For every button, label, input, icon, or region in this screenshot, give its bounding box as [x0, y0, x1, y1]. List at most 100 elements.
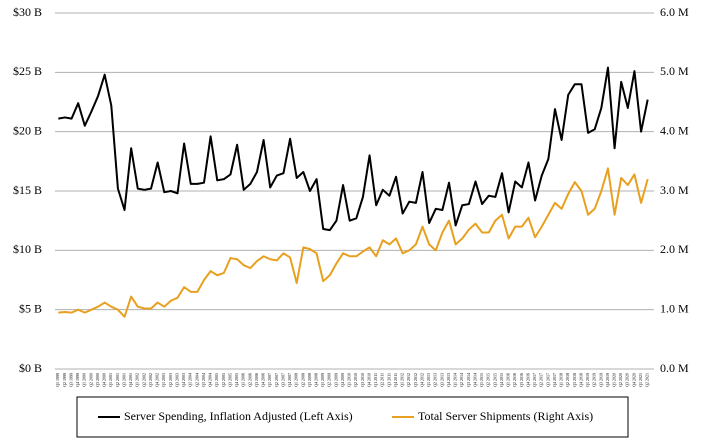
x-tick-label: Q1 2020 [611, 373, 616, 387]
x-tick-label: Q1 2018 [559, 373, 564, 387]
x-tick-label: Q2 2016 [512, 373, 517, 387]
x-tick-label: Q1 2015 [479, 373, 484, 387]
x-tick-label: Q3 2010 [360, 373, 365, 387]
x-tick-label: Q2 2005 [221, 373, 226, 387]
x-tick-label: Q3 2019 [598, 373, 603, 387]
x-tick-label: Q2 2000 [88, 373, 93, 387]
x-tick-label: Q2 2017 [539, 373, 544, 387]
x-tick-label: Q2 1999 [62, 373, 67, 387]
legend-label: Server Spending, Inflation Adjusted (Lef… [124, 409, 353, 423]
x-tick-label: Q2 2004 [194, 373, 199, 387]
x-tick-label: Q4 2010 [366, 373, 371, 387]
x-tick-label: Q2 2013 [433, 373, 438, 387]
x-tick-label: Q3 2018 [572, 373, 577, 387]
x-tick-label: Q2 2007 [274, 373, 279, 387]
x-tick-label: Q1 2006 [241, 373, 246, 387]
series-line [58, 66, 649, 232]
y-tick-label: $5 B [19, 301, 42, 315]
x-tick-label: Q4 2012 [419, 373, 424, 387]
x-tick-label: Q3 2017 [545, 373, 550, 387]
x-tick-label: Q2 2008 [300, 373, 305, 387]
x-tick-label: Q2 2019 [592, 373, 597, 387]
y-tick-label: $10 B [13, 242, 42, 256]
x-tick-label: Q3 2020 [625, 373, 630, 387]
legend-box [76, 396, 629, 438]
x-tick-label: Q1 2016 [506, 373, 511, 387]
y-tick-label: $0 B [19, 361, 42, 375]
x-tick-label: Q2 2021 [645, 373, 650, 387]
x-tick-label: Q3 2005 [227, 373, 232, 387]
x-tick-label: Q1 2002 [135, 373, 140, 387]
series-line [58, 167, 649, 318]
x-tick-label: Q3 2011 [386, 373, 391, 387]
x-tick-label: Q3 2004 [201, 373, 206, 387]
x-tick-label: Q4 2014 [472, 373, 477, 387]
x-tick-label: Q4 2015 [499, 373, 504, 387]
x-tick-label: Q3 2016 [519, 373, 524, 387]
x-tick-label: Q2 2014 [459, 373, 464, 387]
x-tick-label: Q3 2009 [333, 373, 338, 387]
x-tick-label: Q4 1999 [75, 373, 80, 387]
x-tick-label: Q3 2006 [254, 373, 259, 387]
x-tick-label: Q2 2001 [115, 373, 120, 387]
x-tick-label: Q2 2018 [565, 373, 570, 387]
x-tick-label: Q1 2003 [161, 373, 166, 387]
x-tick-label: Q3 2001 [121, 373, 126, 387]
x-tick-label: Q3 2015 [492, 373, 497, 387]
x-tick-label: Q3 2003 [174, 373, 179, 387]
x-tick-label: Q1 2017 [532, 373, 537, 387]
x-tick-label: Q4 2017 [552, 373, 557, 387]
x-tick-label: Q3 1999 [68, 373, 73, 387]
x-tick-label: Q4 2009 [340, 373, 345, 387]
x-tick-label: Q2 2012 [406, 373, 411, 387]
x-tick-label: Q2 2010 [353, 373, 358, 387]
x-tick-label: Q4 2019 [605, 373, 610, 387]
x-tick-label: Q3 2007 [280, 373, 285, 387]
x-tick-label: Q1 2004 [188, 373, 193, 387]
y-tick-label: $20 B [13, 123, 42, 137]
x-tick-label: Q3 2000 [95, 373, 100, 387]
x-tick-label: Q4 2004 [208, 373, 213, 387]
x-tick-label: Q4 2013 [446, 373, 451, 387]
x-tick-label: Q2 2015 [486, 373, 491, 387]
y2-tick-label: 5.0 M [660, 64, 689, 78]
x-tick-label: Q1 1999 [55, 373, 60, 387]
x-tick-label: Q1 2019 [585, 373, 590, 387]
x-tick-label: Q1 2021 [638, 373, 643, 387]
legend-label: Total Server Shipments (Right Axis) [418, 409, 593, 423]
x-tick-label: Q4 2002 [155, 373, 160, 387]
x-tick-label: Q3 2012 [413, 373, 418, 387]
x-tick-label: Q2 2003 [168, 373, 173, 387]
x-tick-label: Q4 2011 [393, 373, 398, 387]
y2-tick-label: 0.0 M [660, 361, 689, 375]
x-tick-label: Q2 2009 [327, 373, 332, 387]
y-tick-label: $30 B [13, 5, 42, 19]
y-tick-label: $25 B [13, 64, 42, 78]
y2-tick-label: 6.0 M [660, 5, 689, 19]
x-tick-label: Q3 2008 [307, 373, 312, 387]
x-tick-label: Q1 2007 [267, 373, 272, 387]
x-tick-label: Q3 2014 [466, 373, 471, 387]
y2-tick-label: 4.0 M [660, 123, 689, 137]
x-tick-label: Q4 2016 [525, 373, 530, 387]
x-tick-label: Q1 2001 [108, 373, 113, 387]
x-tick-label: Q1 2008 [294, 373, 299, 387]
x-tick-label: Q3 2013 [439, 373, 444, 387]
x-tick-label: Q4 2005 [234, 373, 239, 387]
x-tick-label: Q4 2008 [313, 373, 318, 387]
x-tick-label: Q2 2020 [618, 373, 623, 387]
x-tick-label: Q3 2002 [148, 373, 153, 387]
x-tick-label: Q1 2005 [214, 373, 219, 387]
x-tick-label: Q4 2018 [578, 373, 583, 387]
x-tick-label: Q1 2000 [82, 373, 87, 387]
x-tick-label: Q1 2010 [347, 373, 352, 387]
x-tick-label: Q4 2006 [261, 373, 266, 387]
x-tick-label: Q1 2009 [320, 373, 325, 387]
y2-tick-label: 3.0 M [660, 183, 689, 197]
x-tick-label: Q1 2011 [373, 373, 378, 387]
x-tick-label: Q4 2020 [631, 373, 636, 387]
x-tick-label: Q1 2013 [426, 373, 431, 387]
y-tick-label: $15 B [13, 183, 42, 197]
x-tick-label: Q2 2011 [380, 373, 385, 387]
